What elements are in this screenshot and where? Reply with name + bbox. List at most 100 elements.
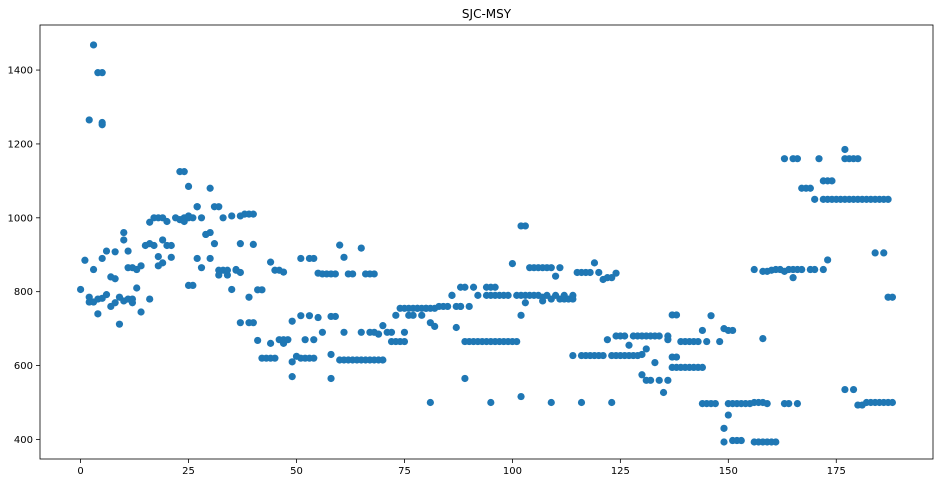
data-point: [236, 319, 244, 327]
data-point: [236, 240, 244, 248]
data-point: [249, 240, 257, 249]
data-point: [824, 256, 832, 264]
data-point: [469, 283, 478, 291]
data-point: [379, 322, 387, 330]
data-point: [357, 328, 365, 336]
data-point: [288, 358, 296, 366]
data-point: [357, 244, 365, 252]
data-point: [513, 337, 521, 346]
data-point: [599, 351, 607, 360]
data-point: [724, 411, 732, 419]
data-point: [189, 214, 197, 222]
data-point: [197, 214, 206, 222]
data-point: [146, 295, 154, 303]
data-point: [336, 241, 344, 249]
data-point: [737, 436, 745, 445]
data-point: [426, 398, 434, 407]
data-point: [154, 252, 162, 261]
chart-title: SJC-MSY: [462, 7, 512, 21]
data-point: [89, 265, 98, 274]
data-point: [854, 155, 862, 163]
data-point: [288, 373, 296, 381]
data-point: [672, 311, 681, 319]
data-point: [236, 268, 244, 277]
data-point: [849, 385, 858, 394]
data-point: [871, 249, 879, 257]
data-point: [646, 376, 655, 384]
data-point: [159, 259, 167, 267]
data-point: [595, 268, 603, 277]
data-point: [703, 337, 711, 346]
data-point: [655, 332, 663, 340]
data-point: [884, 195, 892, 203]
data-point: [698, 363, 707, 371]
data-point: [698, 326, 707, 335]
data-point: [586, 268, 594, 277]
data-point: [310, 254, 318, 263]
data-point: [711, 399, 719, 408]
data-point: [521, 299, 529, 307]
data-point: [461, 374, 469, 383]
data-point: [815, 155, 823, 163]
data-point: [444, 302, 452, 311]
data-point: [431, 322, 439, 330]
data-point: [569, 295, 577, 303]
data-point: [94, 310, 102, 318]
data-point: [163, 217, 171, 226]
data-points-layer: [76, 41, 897, 446]
data-point: [331, 270, 339, 278]
data-point: [759, 334, 767, 343]
y-axis: 400 600 800 1000 1200 1400: [8, 66, 40, 446]
data-point: [340, 253, 348, 261]
data-point: [193, 254, 201, 263]
data-point: [461, 283, 469, 291]
data-point: [249, 210, 257, 218]
x-tick-label: 0: [77, 466, 83, 477]
data-point: [590, 259, 599, 267]
data-point: [331, 312, 339, 321]
data-point: [137, 308, 145, 316]
x-tick-label: 125: [611, 466, 630, 477]
x-tick-label: 75: [398, 466, 411, 477]
data-point: [651, 358, 659, 367]
data-point: [621, 332, 629, 340]
data-point: [504, 291, 512, 299]
data-point: [638, 371, 646, 379]
data-point: [120, 228, 128, 237]
data-point: [301, 336, 309, 344]
data-point: [400, 337, 409, 346]
data-point: [215, 203, 223, 211]
data-point: [184, 182, 193, 191]
data-point: [392, 311, 400, 319]
data-point: [266, 339, 275, 347]
data-point: [780, 155, 789, 163]
data-point: [811, 265, 819, 274]
plot-area-frame: [39, 24, 934, 460]
data-point: [551, 272, 560, 280]
data-point: [318, 328, 327, 336]
data-point: [206, 184, 214, 192]
data-point: [98, 69, 106, 77]
y-tick-label: 1000: [8, 213, 33, 224]
data-point: [465, 302, 473, 311]
data-point: [521, 222, 529, 230]
data-point: [327, 374, 335, 383]
x-tick-label: 25: [182, 466, 195, 477]
data-point: [297, 312, 305, 320]
data-point: [729, 326, 737, 335]
data-point: [556, 264, 564, 272]
data-point: [81, 256, 89, 264]
data-point: [625, 341, 633, 349]
data-point: [245, 293, 253, 301]
data-point: [284, 336, 292, 344]
x-axis: 0 25 50 75 100 125 150 175: [77, 459, 846, 477]
data-point: [793, 399, 802, 408]
data-point: [716, 337, 724, 346]
x-tick-label: 100: [503, 466, 522, 477]
data-point: [374, 330, 383, 338]
data-point: [539, 297, 547, 305]
data-point: [215, 271, 223, 279]
data-point: [206, 254, 214, 263]
data-point: [659, 388, 668, 397]
